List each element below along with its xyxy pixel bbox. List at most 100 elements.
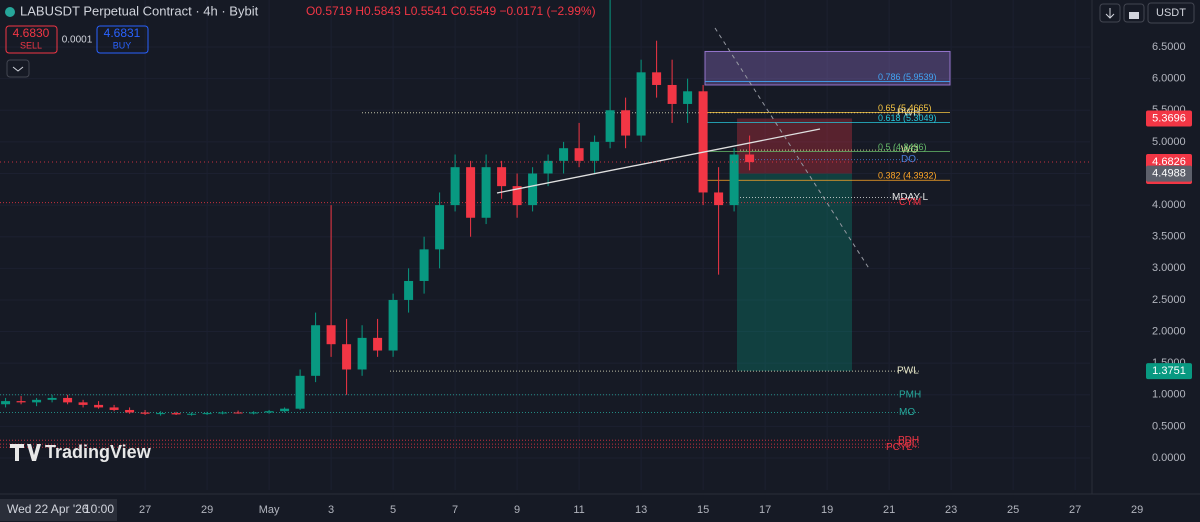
target-zone	[737, 173, 852, 372]
candle-body	[388, 299, 398, 351]
crosshair-time: 10:00	[84, 502, 114, 516]
price-label: 4.6826	[1152, 156, 1186, 168]
level-label: PWL	[897, 366, 919, 377]
level-label: CYM	[899, 197, 921, 208]
candle-body	[109, 407, 119, 410]
sell-label: SELL	[20, 40, 42, 50]
candle-body	[404, 280, 414, 300]
candle-body	[78, 402, 88, 405]
candle-body	[729, 154, 739, 206]
candle-body	[171, 413, 181, 415]
price-label: 5.3696	[1152, 112, 1186, 124]
candle-body	[667, 84, 677, 104]
candle-body	[342, 344, 352, 370]
candle-body	[249, 412, 259, 414]
x-tick-label: 19	[821, 504, 833, 516]
candle-body	[683, 91, 693, 104]
fib-label: 0.382 (4.3932)	[878, 171, 937, 181]
candle-body	[698, 91, 708, 193]
crosshair-date-box	[0, 499, 117, 521]
x-tick-label: 23	[945, 504, 957, 516]
zone	[704, 50, 951, 86]
currency-button[interactable]	[1147, 2, 1195, 24]
x-tick-label: 17	[759, 504, 771, 516]
logo-icon	[10, 444, 41, 461]
fib-label: 0.786 (5.9539)	[878, 72, 937, 82]
candle-body	[357, 337, 367, 370]
level-label: PDH	[898, 435, 919, 446]
candle-body	[1, 401, 11, 405]
spread: 0.0001	[62, 35, 93, 46]
candle-body	[512, 186, 522, 206]
x-tick-label: May	[259, 504, 280, 516]
stop-zone	[737, 118, 852, 174]
y-tick-label: 0.5000	[1152, 420, 1186, 432]
candle-body	[202, 413, 212, 415]
candle-body	[419, 249, 429, 281]
x-tick-label: 7	[452, 504, 458, 516]
sell-button[interactable]	[5, 25, 58, 54]
x-tick-label: 21	[883, 504, 895, 516]
lock-button[interactable]	[1123, 3, 1145, 23]
x-tick-label: 27	[1069, 504, 1081, 516]
candle-body	[652, 72, 662, 85]
x-tick-label: 9	[514, 504, 520, 516]
y-tick-label: 2.0000	[1152, 325, 1186, 337]
collapse-button[interactable]	[6, 59, 30, 78]
candle-body	[63, 397, 73, 403]
candle-body	[218, 412, 228, 414]
chevron	[12, 66, 24, 72]
x-tick-label: 29	[1131, 504, 1143, 516]
candle-body	[295, 375, 305, 409]
candle-body	[481, 167, 491, 218]
candle-body	[450, 167, 460, 206]
x-tick-label: 15	[697, 504, 709, 516]
x-tick-label: 3	[328, 504, 334, 516]
candle-body	[32, 399, 42, 403]
candle-body	[16, 401, 26, 403]
x-tick-label: 11	[573, 504, 584, 516]
candle-body	[311, 325, 321, 376]
candle-body	[125, 409, 135, 413]
level-label: MDAY-L	[892, 192, 929, 203]
candle-body	[605, 110, 615, 142]
arrow-icon	[1105, 8, 1115, 19]
candle-body	[636, 72, 646, 136]
price-label-box	[1146, 110, 1192, 127]
y-tick-label: 3.0000	[1152, 262, 1186, 274]
candle-body	[373, 337, 383, 351]
price-label: 1.3751	[1152, 365, 1186, 377]
buy-button[interactable]	[96, 25, 149, 54]
fib-label: 0.618 (5.3049)	[878, 113, 937, 123]
fib-label: 0.5 (4.8496)	[878, 142, 927, 152]
level-label: PWH	[897, 107, 920, 118]
crosshair-date: Wed 22 Apr '26	[7, 502, 89, 516]
x-tick-label: 29	[201, 504, 213, 516]
candle-body	[590, 141, 600, 161]
currency: USDT	[1156, 7, 1186, 19]
level-label: PDL	[898, 439, 918, 450]
candle-body	[528, 173, 538, 206]
x-tick-label: 27	[139, 504, 151, 516]
y-tick-label: 1.0000	[1152, 389, 1186, 401]
candle-body	[435, 205, 445, 250]
candle-body	[47, 397, 57, 400]
candle-body	[745, 154, 755, 163]
y-tick-label: 0.0000	[1152, 452, 1186, 464]
level-label: WO	[901, 145, 918, 156]
candle-body	[156, 413, 166, 415]
ohlc: O0.5719 H0.5843 L0.5541 C0.5549 −0.0171 …	[306, 4, 596, 18]
candle-body	[264, 411, 274, 413]
arrow-button[interactable]	[1099, 3, 1121, 23]
level-label: DO	[901, 154, 916, 165]
candle-body	[559, 148, 569, 161]
lock-icon	[1129, 12, 1139, 19]
buy-price: 4.6831	[104, 26, 141, 40]
y-tick-label: 5.0000	[1152, 136, 1186, 148]
y-tick-label: 3.5000	[1152, 231, 1186, 243]
trendline	[496, 128, 821, 194]
